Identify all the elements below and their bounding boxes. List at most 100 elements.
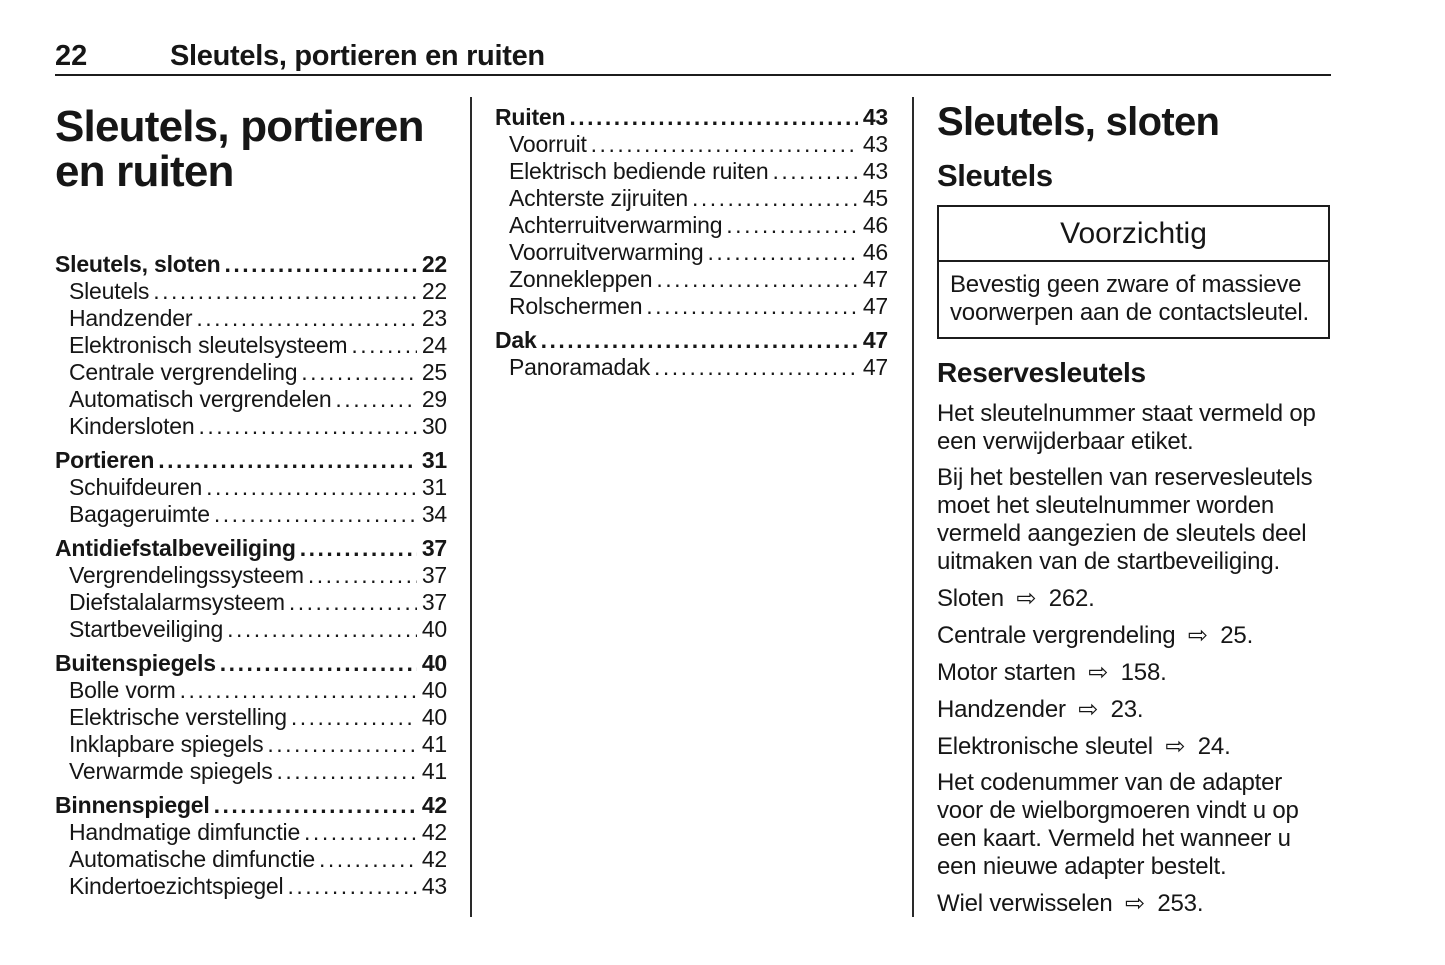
toc-entry[interactable]: Panoramadak 47	[495, 354, 888, 381]
toc-entry-label: Ruiten	[495, 104, 566, 130]
toc-entry-label: Rolschermen	[509, 293, 643, 319]
toc-entry[interactable]: Kindersloten 30	[55, 413, 447, 440]
toc-entry-label: Bolle vorm	[69, 677, 176, 703]
toc-entry-page: 29	[421, 386, 447, 412]
toc-entry-page: 40	[421, 650, 447, 676]
toc-entry[interactable]: Antidiefstalbeveiliging 37	[55, 535, 447, 562]
toc-entry-label: Kindertoezichtspiegel	[69, 873, 284, 899]
toc-entry[interactable]: Voorruitverwarming 46	[495, 239, 888, 266]
page-ref-label: Elektronische sleutel	[937, 733, 1153, 760]
toc-dot-leader	[301, 359, 417, 386]
toc-entry-page: 41	[421, 758, 447, 784]
page-ref-arrow-icon: ⇨	[1165, 732, 1186, 760]
toc-entry[interactable]: Buitenspiegels 40	[55, 650, 447, 677]
toc-entry-label: Buitenspiegels	[55, 650, 216, 676]
toc-entry-label: Portieren	[55, 447, 155, 473]
toc-entry[interactable]: Handzender 23	[55, 305, 447, 332]
toc-entry[interactable]: Verwarmde spiegels 41	[55, 758, 447, 785]
toc-entry[interactable]: Achterruitverwarming 46	[495, 212, 888, 239]
page-ref-arrow-icon: ⇨	[1088, 658, 1109, 686]
page-ref-arrow-icon: ⇨	[1078, 695, 1099, 723]
toc-entry-label: Zonnekleppen	[509, 266, 653, 292]
toc-entry[interactable]: Elektronisch sleutelsysteem 24	[55, 332, 447, 359]
toc-entry-label: Voorruitverwarming	[509, 239, 704, 265]
page-ref-label: Wiel verwisselen	[937, 890, 1113, 917]
toc-entry[interactable]: Automatische dimfunctie 42	[55, 846, 447, 873]
toc-entry-label: Elektrisch bediende ruiten	[509, 158, 769, 184]
toc-entry-page: 47	[862, 327, 888, 353]
toc-entry-page: 46	[862, 212, 888, 238]
toc-entry[interactable]: Automatisch vergrendelen 29	[55, 386, 447, 413]
page-reference[interactable]: Wiel verwisselen ⇨ 253.	[937, 889, 1330, 918]
toc-list-2: Ruiten 43 Voorruit 43 Elektrisch bediend…	[495, 104, 888, 381]
toc-dot-leader	[198, 413, 416, 440]
toc-entry[interactable]: Ruiten 43	[495, 104, 888, 131]
toc-entry-label: Panoramadak	[509, 354, 650, 380]
toc-entry[interactable]: Diefstalalarmsysteem 37	[55, 589, 447, 616]
page-reference[interactable]: Elektronische sleutel ⇨ 24.	[937, 732, 1330, 761]
toc-entry-page: 31	[421, 474, 447, 500]
toc-dot-leader	[227, 616, 417, 643]
paragraph-text: Het codenummer van de adapter voor de wi…	[937, 769, 1299, 880]
toc-entry-label: Inklapbare spiegels	[69, 731, 264, 757]
toc-entry[interactable]: Sleutels 22	[55, 278, 447, 305]
toc-dot-leader	[225, 251, 417, 278]
toc-dot-leader	[569, 104, 857, 131]
toc-entry[interactable]: Elektrische verstelling 40	[55, 704, 447, 731]
page-ref-arrow-icon: ⇨	[1187, 621, 1208, 649]
page-reference[interactable]: Motor starten ⇨ 158.	[937, 658, 1330, 687]
toc-entry[interactable]: Handmatige dimfunctie 42	[55, 819, 447, 846]
page-ref-label: Motor starten	[937, 659, 1076, 686]
toc-entry[interactable]: Schuifdeuren 31	[55, 474, 447, 501]
toc-entry-page: 42	[421, 819, 447, 845]
toc-list-1: Sleutels, sloten 22 Sleutels 22 Handzend…	[55, 251, 447, 900]
toc-entry[interactable]: Inklapbare spiegels 41	[55, 731, 447, 758]
toc-dot-leader	[541, 327, 858, 354]
paragraph-text: Bij het bestellen van reservesleutels mo…	[937, 464, 1313, 575]
toc-entry[interactable]: Binnenspiegel 42	[55, 792, 447, 819]
page-reference[interactable]: Handzender ⇨ 23.	[937, 695, 1330, 724]
header-chapter-title: Sleutels, portieren en ruiten	[170, 40, 545, 72]
toc-dot-leader	[277, 758, 417, 785]
toc-dot-leader	[351, 332, 416, 359]
toc-entry[interactable]: Voorruit 43	[495, 131, 888, 158]
toc-dot-leader	[267, 731, 416, 758]
toc-entry-label: Achterruitverwarming	[509, 212, 723, 238]
page-ref-label: Centrale vergrendeling	[937, 622, 1176, 649]
chapter-main-title-line2: en ruiten	[55, 147, 234, 196]
toc-entry-label: Bagageruimte	[69, 501, 210, 527]
page-reference[interactable]: Centrale vergrendeling ⇨ 25.	[937, 621, 1330, 650]
toc-entry[interactable]: Vergrendelingssysteem 37	[55, 562, 447, 589]
header-page-number: 22	[55, 40, 88, 72]
toc-entry[interactable]: Portieren 31	[55, 447, 447, 474]
toc-entry-label: Startbeveiliging	[69, 616, 224, 642]
caution-box-body: Bevestig geen zware of massieve voorwerp…	[950, 271, 1309, 326]
column-divider-left	[470, 97, 472, 917]
toc-entry[interactable]: Bolle vorm 40	[55, 677, 447, 704]
toc-entry-page: 40	[421, 616, 447, 642]
toc-entry[interactable]: Bagageruimte 34	[55, 501, 447, 528]
toc-entry[interactable]: Achterste zijruiten 45	[495, 185, 888, 212]
toc-entry[interactable]: Centrale vergrendeling 25	[55, 359, 447, 386]
toc-entry-page: 31	[421, 447, 447, 473]
toc-entry[interactable]: Rolschermen 47	[495, 293, 888, 320]
toc-entry-page: 25	[421, 359, 447, 385]
page-reference[interactable]: Sloten ⇨ 262.	[937, 584, 1330, 613]
toc-entry[interactable]: Elektrisch bediende ruiten 43	[495, 158, 888, 185]
toc-entry[interactable]: Startbeveiliging 40	[55, 616, 447, 643]
toc-dot-leader	[158, 447, 417, 474]
toc-entry-label: Antidiefstalbeveiliging	[55, 535, 296, 561]
toc-entry[interactable]: Dak 47	[495, 327, 888, 354]
toc-entry[interactable]: Sleutels, sloten 22	[55, 251, 447, 278]
toc-entry-page: 37	[421, 535, 447, 561]
toc-entry[interactable]: Kindertoezichtspiegel 43	[55, 873, 447, 900]
toc-entry-page: 37	[421, 562, 447, 588]
toc-entry-page: 22	[421, 251, 447, 277]
toc-entry-label: Elektronisch sleutelsysteem	[69, 332, 348, 358]
toc-dot-leader	[335, 386, 416, 413]
subsection-title: Sleutels	[937, 158, 1053, 193]
page-ref-label: Handzender	[937, 696, 1066, 723]
toc-entry[interactable]: Zonnekleppen 47	[495, 266, 888, 293]
toc-entry-label: Diefstalalarmsysteem	[69, 589, 285, 615]
